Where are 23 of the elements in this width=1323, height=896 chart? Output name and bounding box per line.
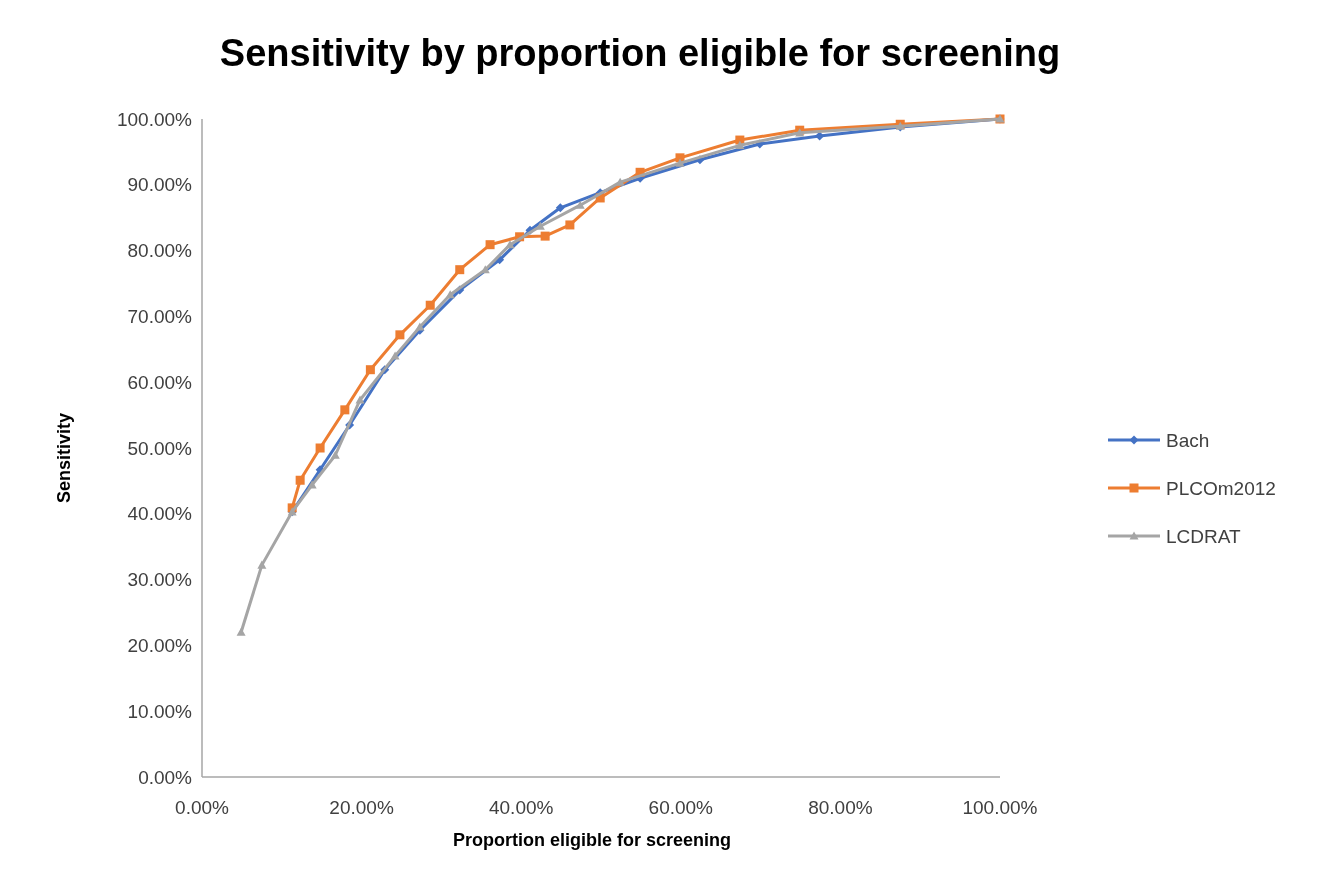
y-tick-label: 40.00% bbox=[127, 503, 193, 525]
legend-label: Bach bbox=[1166, 429, 1210, 451]
y-tick-label: 0.00% bbox=[138, 766, 193, 788]
y-tick-label: 80.00% bbox=[127, 240, 193, 262]
legend-label: PLCOm2012 bbox=[1166, 477, 1276, 499]
x-tick-label: 60.00% bbox=[648, 797, 714, 818]
x-tick-label: 40.00% bbox=[488, 797, 554, 818]
y-tick-label: 20.00% bbox=[127, 635, 193, 657]
y-tick-label: 50.00% bbox=[127, 437, 193, 459]
x-axis-title: Proportion eligible for screening bbox=[452, 830, 732, 850]
y-tick-label: 30.00% bbox=[127, 569, 193, 591]
legend-label: LCDRAT bbox=[1166, 525, 1241, 547]
y-tick-label: 90.00% bbox=[127, 174, 193, 196]
y-tick-label: 100.00% bbox=[116, 108, 193, 130]
x-tick-label: 20.00% bbox=[329, 797, 394, 818]
y-axis-title: Sensitivity bbox=[54, 412, 74, 504]
chart-title: Sensitivity by proportion eligible for screening bbox=[219, 32, 1061, 74]
x-tick-label: 80.00% bbox=[808, 797, 873, 818]
x-tick-label: 0.00% bbox=[175, 797, 230, 818]
y-tick-label: 60.00% bbox=[127, 371, 193, 393]
y-tick-label: 10.00% bbox=[127, 700, 193, 722]
x-tick-label: 100.00% bbox=[962, 797, 1038, 818]
y-tick-label: 70.00% bbox=[127, 306, 193, 328]
